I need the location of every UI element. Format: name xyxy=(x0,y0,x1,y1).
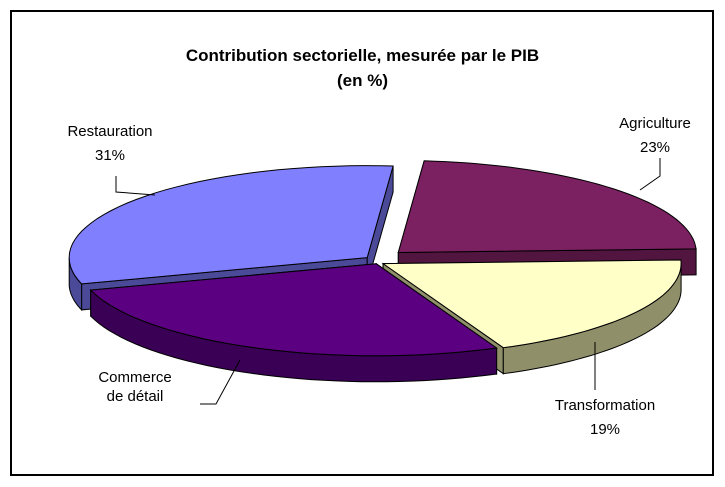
chart-title: Contribution sectorielle, mesurée par le… xyxy=(185,46,540,65)
slice xyxy=(381,259,682,349)
value-label: 23% xyxy=(639,139,671,156)
category-label: Transformation xyxy=(554,397,656,414)
value-label: 19% xyxy=(589,421,621,438)
leader-line xyxy=(200,359,241,405)
slice xyxy=(68,165,394,285)
category-label: Commerce de détail xyxy=(98,369,172,405)
category-label: Agriculture xyxy=(619,115,691,132)
value-label: 31% xyxy=(94,147,126,164)
chart-frame xyxy=(10,10,714,476)
leader-line xyxy=(115,176,156,196)
slice xyxy=(89,263,498,357)
category-label: Restauration xyxy=(67,123,153,140)
slice xyxy=(397,160,697,254)
leader-line xyxy=(639,158,661,191)
chart-subtitle: (en %) xyxy=(337,71,388,90)
